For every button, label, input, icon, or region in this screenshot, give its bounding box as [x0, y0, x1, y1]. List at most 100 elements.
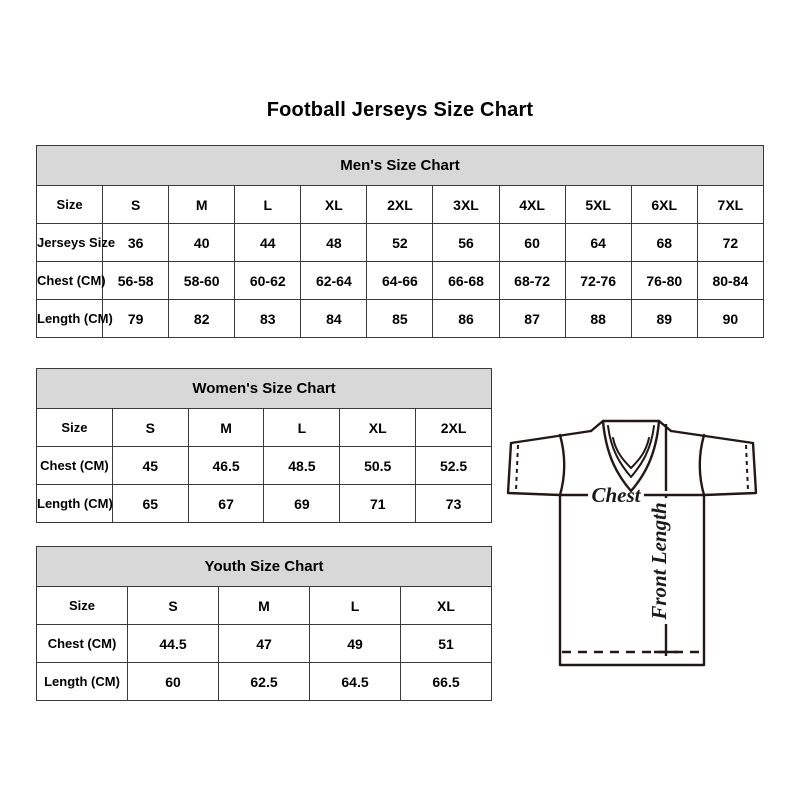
table-row: Length (CM) 79 82 83 84 85 86 87 88 89 9…	[35, 299, 765, 338]
table-row: Chest (CM) 44.5 47 49 51	[36, 624, 492, 663]
row-header-size: Size	[36, 408, 113, 447]
table-cell: 62-64	[300, 261, 368, 300]
table-row: Chest (CM) 45 46.5 48.5 50.5 52.5	[36, 446, 492, 485]
table-cell: L	[234, 185, 302, 224]
table-cell: 48.5	[263, 446, 341, 485]
table-cell: 83	[234, 299, 302, 338]
table-cell: 52.5	[415, 446, 492, 485]
table-cell: 50.5	[339, 446, 417, 485]
youth-table-body: Youth Size Chart Size S M L XL Chest (CM…	[36, 546, 492, 701]
table-cell: S	[111, 408, 189, 447]
table-cell: 62.5	[218, 662, 310, 701]
table-row: Size S M L XL 2XL	[36, 408, 492, 447]
table-cell: L	[263, 408, 341, 447]
table-cell: 45	[111, 446, 189, 485]
table-cell: 66-68	[432, 261, 500, 300]
table-cell: M	[218, 586, 310, 625]
table-cell: M	[187, 408, 265, 447]
table-cell: 56	[432, 223, 500, 262]
table-cell: 44	[234, 223, 302, 262]
row-header-length: Length (CM)	[36, 662, 128, 701]
row-header-length: Length (CM)	[36, 484, 113, 523]
table-cell: 71	[339, 484, 417, 523]
table-cell: 40	[168, 223, 236, 262]
front-length-measure-label: Front Length	[647, 502, 671, 620]
table-cell: 2XL	[366, 185, 434, 224]
table-cell: XL	[400, 586, 492, 625]
t-shirt-measurement-diagram: Chest Front Length	[496, 398, 796, 698]
table-cell: 36	[102, 223, 170, 262]
left-sleeve-outline	[506, 429, 593, 497]
table-cell: XL	[339, 408, 417, 447]
table-row: Jerseys Size 36 40 44 48 52 56 60 64 68 …	[35, 223, 765, 262]
table-row: Length (CM) 65 67 69 71 73	[36, 484, 492, 523]
table-cell: 86	[432, 299, 500, 338]
youth-table-caption: Youth Size Chart	[36, 546, 492, 587]
table-cell: 68-72	[498, 261, 566, 300]
table-cell: 52	[366, 223, 434, 262]
table-cell: 67	[187, 484, 265, 523]
table-cell: 47	[218, 624, 310, 663]
table-cell: M	[168, 185, 236, 224]
table-cell: 80-84	[696, 261, 765, 300]
left-armhole-seam	[558, 433, 566, 497]
table-cell: 7XL	[696, 185, 765, 224]
table-cell: 64.5	[309, 662, 401, 701]
table-cell: 85	[366, 299, 434, 338]
table-cell: 44.5	[127, 624, 219, 663]
table-row: Size S M L XL 2XL 3XL 4XL 5XL 6XL 7XL	[35, 185, 765, 224]
left-sleeve-hem-dash	[515, 444, 519, 492]
table-cell: 60	[127, 662, 219, 701]
mens-table-caption: Men's Size Chart	[36, 145, 764, 186]
table-row: Size S M L XL	[36, 586, 492, 625]
table-cell: 76-80	[630, 261, 698, 300]
table-cell: 60	[498, 223, 566, 262]
table-cell: 66.5	[400, 662, 492, 701]
table-cell: 2XL	[415, 408, 492, 447]
table-cell: 51	[400, 624, 492, 663]
shirt-outline	[506, 419, 758, 667]
table-cell: 88	[564, 299, 632, 338]
v-neck-rib-2	[612, 437, 650, 469]
row-header-chest: Chest (CM)	[36, 624, 128, 663]
mens-table-body: Men's Size Chart Size S M L XL 2XL 3XL 4…	[35, 145, 765, 338]
row-header-size: Size	[35, 185, 104, 224]
mens-caption-row: Men's Size Chart	[36, 145, 764, 186]
womens-table-body: Women's Size Chart Size S M L XL 2XL Che…	[36, 368, 492, 523]
table-cell: L	[309, 586, 401, 625]
table-cell: 72	[696, 223, 765, 262]
table-cell: 46.5	[187, 446, 265, 485]
table-cell: 84	[300, 299, 368, 338]
table-cell: 68	[630, 223, 698, 262]
table-cell: 64-66	[366, 261, 434, 300]
table-cell: 49	[309, 624, 401, 663]
table-row: Length (CM) 60 62.5 64.5 66.5	[36, 662, 492, 701]
table-cell: 60-62	[234, 261, 302, 300]
table-cell: XL	[300, 185, 368, 224]
body-outline	[558, 493, 706, 667]
table-cell: S	[127, 586, 219, 625]
row-header-length: Length (CM)	[35, 299, 113, 338]
table-row: Chest (CM) 56-58 58-60 60-62 62-64 64-66…	[35, 261, 765, 300]
table-cell: 56-58	[102, 261, 170, 300]
womens-table-caption: Women's Size Chart	[36, 368, 492, 409]
right-armhole-seam	[698, 433, 706, 497]
table-cell: 64	[564, 223, 632, 262]
row-header-jerseys-size: Jerseys Size	[35, 223, 115, 262]
table-cell: 5XL	[564, 185, 632, 224]
table-cell: 89	[630, 299, 698, 338]
table-cell: 6XL	[630, 185, 698, 224]
table-cell: 82	[168, 299, 236, 338]
v-neck-outer	[601, 419, 661, 493]
table-cell: 69	[263, 484, 341, 523]
youth-caption-row: Youth Size Chart	[36, 546, 492, 587]
table-cell: 79	[102, 299, 170, 338]
table-cell: 4XL	[498, 185, 566, 224]
table-cell: 90	[696, 299, 765, 338]
table-cell: 72-76	[564, 261, 632, 300]
chest-measure-label: Chest	[591, 483, 641, 507]
row-header-size: Size	[36, 586, 128, 625]
table-cell: S	[102, 185, 170, 224]
row-header-chest: Chest (CM)	[35, 261, 106, 300]
table-cell: 3XL	[432, 185, 500, 224]
